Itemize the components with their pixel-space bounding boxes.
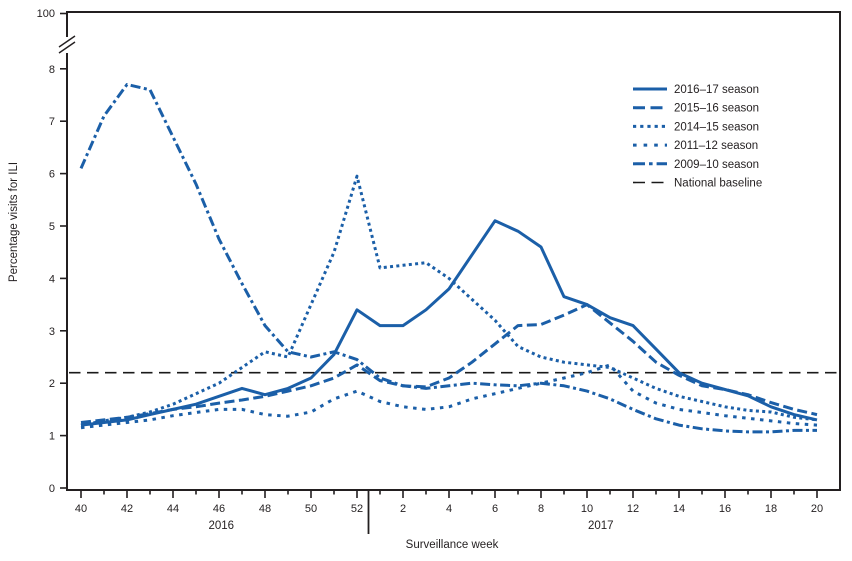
legend-item-2011-12-season: 2011–12 season xyxy=(633,140,758,152)
x-tick-label: 8 xyxy=(538,503,544,515)
y-top-tick-label: 100 xyxy=(37,8,55,20)
x-tick-label: 12 xyxy=(627,503,639,515)
plot-border xyxy=(66,11,841,491)
x-tick-label: 18 xyxy=(765,503,777,515)
x-tick-label: 40 xyxy=(75,503,87,515)
x-tick-label: 16 xyxy=(719,503,731,515)
x-tick-label: 10 xyxy=(581,503,593,515)
legend-item-2015-16-season: 2015–16 season xyxy=(633,103,759,115)
legend-label: 2011–12 season xyxy=(674,140,758,152)
legend-item-2014-15-season: 2014–15 season xyxy=(633,121,759,133)
y-tick-label: 8 xyxy=(49,64,55,76)
series-line-2016-17-season xyxy=(80,219,818,427)
x-axis-title: Surveillance week xyxy=(406,539,499,551)
series-line-2015-16-season xyxy=(80,303,818,424)
y-tick-label: 6 xyxy=(49,169,55,181)
x-tick-label: 42 xyxy=(121,503,133,515)
legend-label: 2016–17 season xyxy=(674,84,759,96)
y-tick-label: 3 xyxy=(49,326,55,338)
legend-item-national-baseline: National baseline xyxy=(633,178,762,190)
x-tick-label: 6 xyxy=(492,503,498,515)
x-tick-label: 20 xyxy=(811,503,823,515)
series-line-2014-15-season xyxy=(80,174,818,427)
x-tick-label: 48 xyxy=(259,503,271,515)
year-label: 2017 xyxy=(588,520,614,532)
year-label: 2016 xyxy=(209,520,235,532)
x-tick-label: 4 xyxy=(446,503,452,515)
legend-item-2009-10-season: 2009–10 season xyxy=(633,159,759,171)
x-tick-label: 50 xyxy=(305,503,317,515)
x-tick-label: 44 xyxy=(167,503,179,515)
chart-legend: 2016–17 season 2015–16 season 2014–15 seas… xyxy=(633,84,762,190)
series-line-2009-10-season xyxy=(79,83,817,434)
axis-break-slash xyxy=(58,41,76,54)
legend-item-2016-17-season: 2016–17 season xyxy=(633,84,759,96)
legend-label: 2009–10 season xyxy=(674,159,759,171)
y-tick-label: 2 xyxy=(49,378,55,390)
x-tick-label: 14 xyxy=(673,503,685,515)
series-line-2011-12-season xyxy=(80,363,818,430)
y-tick-label: 7 xyxy=(49,116,55,128)
y-tick-label: 4 xyxy=(49,273,55,285)
y-tick-label: 1 xyxy=(49,431,55,443)
y-axis-title: Percentage visits for ILI xyxy=(8,162,20,282)
axis-break-slash xyxy=(58,35,76,48)
x-tick-label: 46 xyxy=(213,503,225,515)
x-tick-label: 2 xyxy=(400,503,406,515)
legend-label: 2015–16 season xyxy=(674,103,759,115)
legend-label: 2014–15 season xyxy=(674,121,759,133)
y-axis: 0 1 2 3 4 5 6 7 8 100 xyxy=(37,8,76,495)
y-tick-label: 0 xyxy=(49,483,55,495)
legend-label: National baseline xyxy=(674,178,762,190)
x-tick-label: 52 xyxy=(351,503,363,515)
y-tick-label: 5 xyxy=(49,221,55,233)
